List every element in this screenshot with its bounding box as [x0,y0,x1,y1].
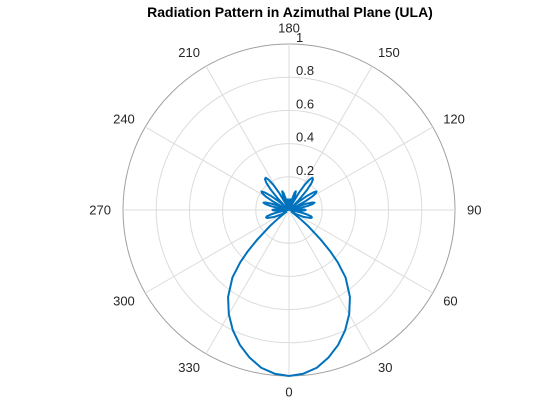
angle-tick-label: 330 [178,360,200,375]
radius-tick-label: 0.2 [296,163,314,178]
radius-tick-label: 0.6 [296,96,314,111]
series-line [227,176,351,377]
angle-tick-label: 30 [378,360,392,375]
angle-tick-label: 300 [113,294,135,309]
radius-tick-label: 0.8 [296,63,314,78]
angle-tick-labels: 0 30 60 90 120 150 180 210 240 270 300 330 [89,21,481,400]
radius-tick-label: 1 [296,30,303,45]
angle-tick-label: 60 [443,294,457,309]
grid-spoke [288,209,373,355]
radius-tick-labels: 0.2 0.4 0.6 0.8 1 [296,30,314,178]
series-group [227,176,351,377]
grid-spoke [205,209,290,355]
angle-tick-label: 120 [443,112,465,127]
angle-tick-label: 210 [178,45,200,60]
grid-spoke [144,209,290,294]
angle-tick-label: 270 [89,203,111,218]
angle-tick-label: 90 [467,203,481,218]
chart-title: Radiation Pattern in Azimuthal Plane (UL… [147,4,433,20]
angle-tick-label: 240 [113,112,135,127]
angle-tick-label: 180 [278,21,300,36]
grid-spoke [288,209,434,294]
angle-tick-label: 150 [378,45,400,60]
radius-tick-label: 0.4 [296,130,314,145]
angle-tick-label: 0 [285,385,292,400]
